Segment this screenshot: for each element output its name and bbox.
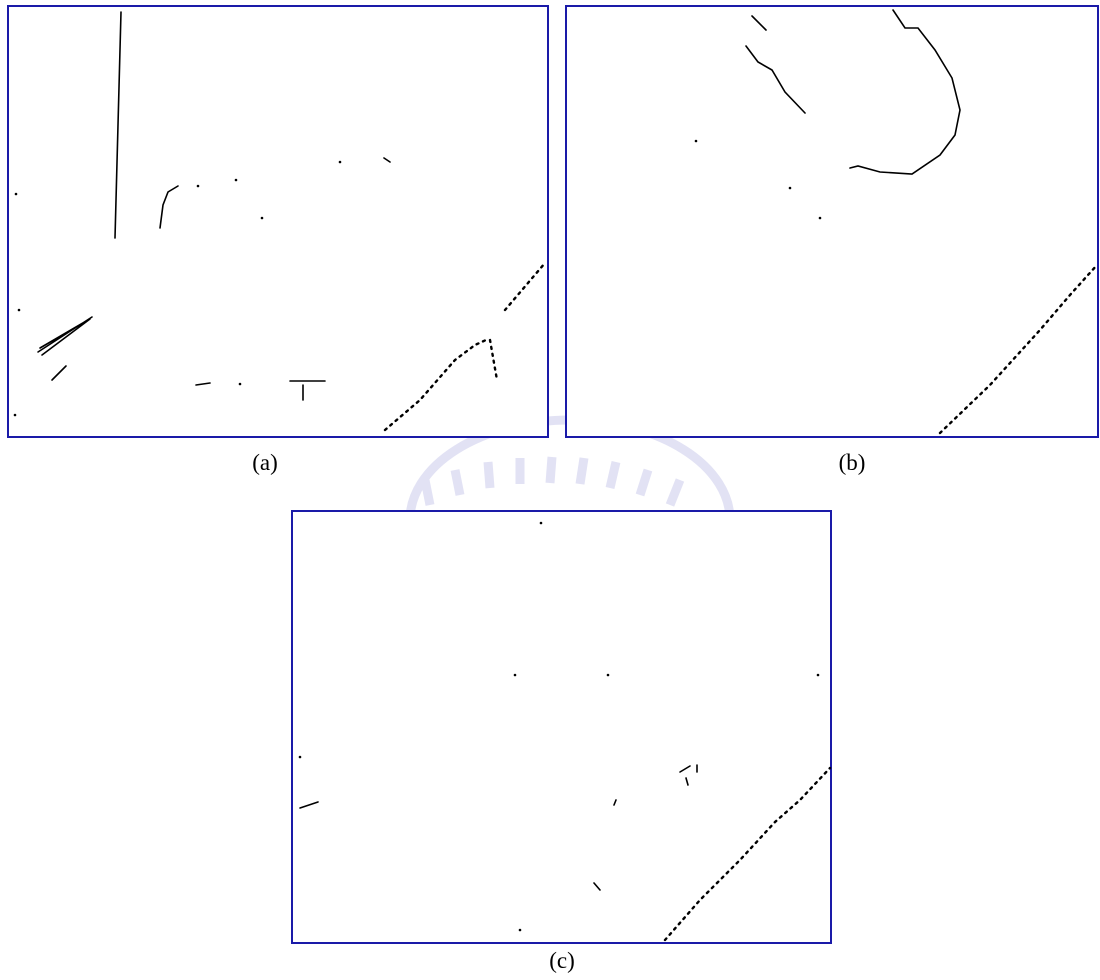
speck (695, 140, 698, 143)
speck (607, 674, 610, 677)
speck (197, 185, 200, 188)
panel-b: (b) (566, 6, 1098, 475)
figure: (a) (b) (c) (0, 0, 1100, 980)
speck (235, 179, 238, 182)
speck (519, 929, 522, 932)
speck (261, 217, 264, 220)
caption: (a) (252, 450, 278, 475)
caption: (c) (549, 948, 575, 973)
panel-frame (292, 511, 831, 943)
caption: (b) (839, 450, 866, 475)
speck (339, 161, 342, 164)
speck (15, 193, 18, 196)
speck (540, 522, 543, 525)
panel-frame (566, 6, 1098, 437)
speck (817, 674, 820, 677)
speck (514, 674, 517, 677)
speck (239, 383, 242, 386)
speck (819, 217, 822, 220)
panel-a: (a) (8, 6, 548, 475)
speck (18, 309, 21, 312)
panel-c: (c) (292, 511, 831, 973)
speck (299, 756, 302, 759)
speck (14, 414, 17, 417)
speck (789, 187, 792, 190)
panel-frame (8, 6, 548, 437)
